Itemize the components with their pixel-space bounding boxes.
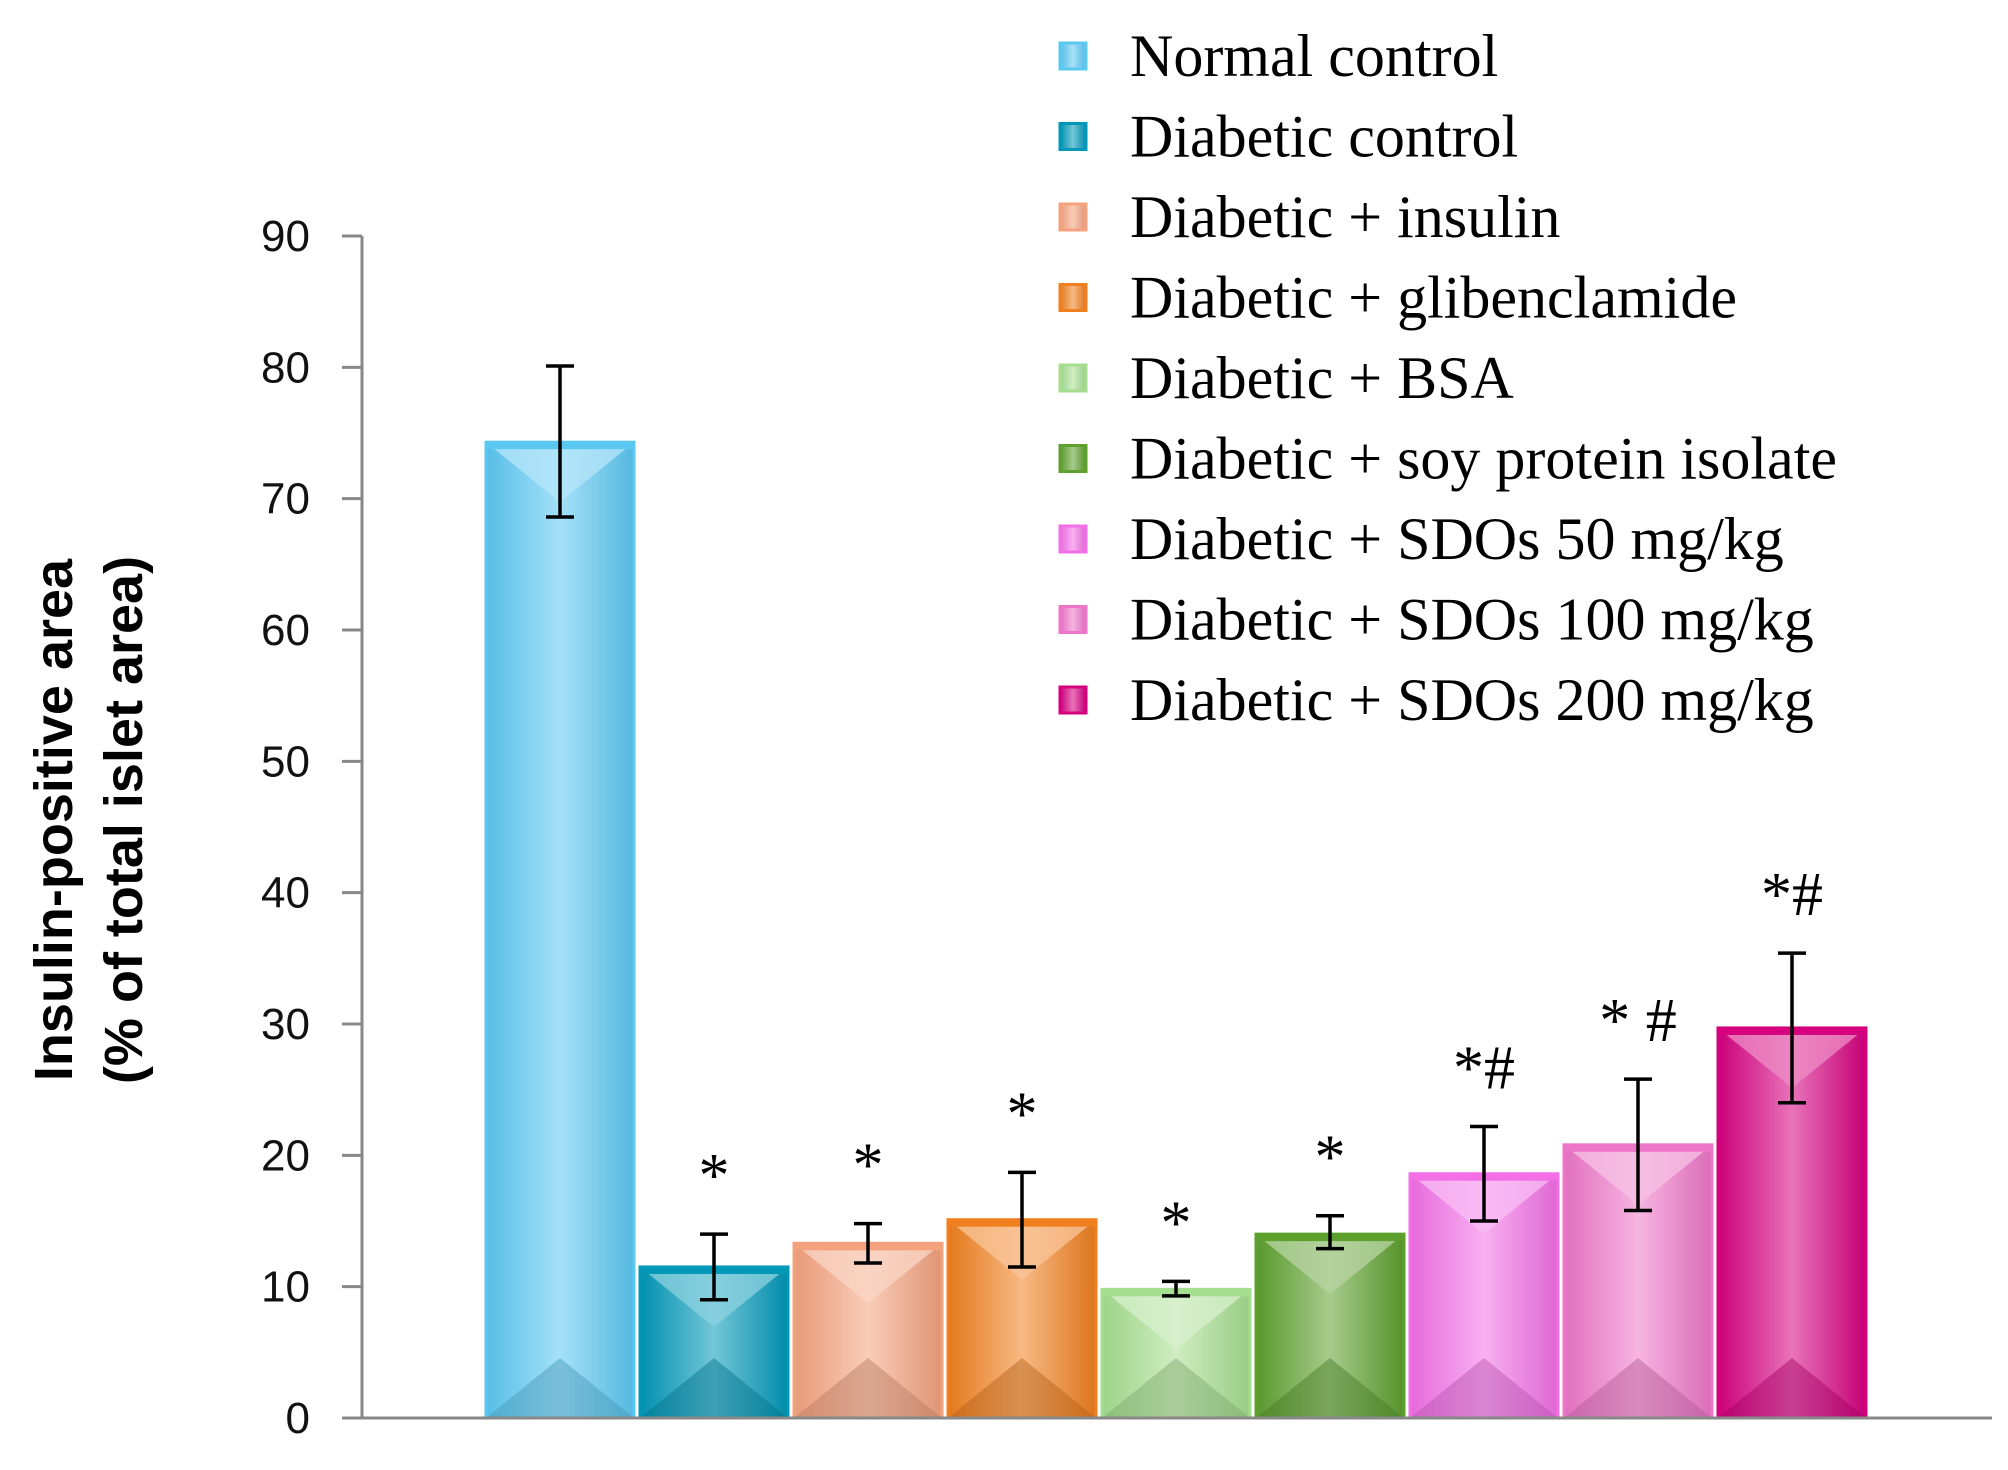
bar-bevel-shadow xyxy=(1564,1358,1712,1418)
legend-swatch xyxy=(1058,202,1088,232)
significance-label: *# xyxy=(1761,861,1823,929)
legend-label: Diabetic + BSA xyxy=(1130,345,1514,411)
significance-label: *# xyxy=(1453,1034,1515,1102)
legend-swatch xyxy=(1058,605,1088,634)
legend-label: Diabetic control xyxy=(1130,104,1518,170)
y-tick-label: 90 xyxy=(261,212,310,261)
y-tick-label: 30 xyxy=(261,1000,310,1049)
legend-label: Diabetic + SDOs 100 mg/kg xyxy=(1130,587,1814,653)
significance-annotations: * * * * * *# * # *# xyxy=(699,861,1824,1257)
bar-bevel-shadow xyxy=(640,1358,788,1418)
legend-swatch xyxy=(1058,524,1088,554)
y-tick-label: 80 xyxy=(261,343,310,392)
legend-label: Diabetic + glibenclamide xyxy=(1130,265,1737,331)
legend-swatch xyxy=(1058,283,1088,312)
legend-label: Diabetic + soy protein isolate xyxy=(1130,426,1837,492)
legend-label: Diabetic + SDOs 200 mg/kg xyxy=(1130,667,1814,733)
bar-bevel-shadow xyxy=(1410,1358,1558,1418)
bar-bevel-shadow xyxy=(794,1358,942,1418)
bar-bevel-highlight xyxy=(1102,1289,1250,1350)
legend-label: Diabetic + SDOs 50 mg/kg xyxy=(1130,506,1784,572)
legend-label: Diabetic + insulin xyxy=(1130,184,1560,250)
significance-label: * xyxy=(1161,1189,1192,1257)
legend-swatch xyxy=(1058,685,1088,715)
y-tick-label: 40 xyxy=(261,869,310,918)
legend-label: Normal control xyxy=(1130,23,1498,89)
y-axis-title-line1: Insulin-positive area xyxy=(24,558,84,1081)
y-tick-label: 60 xyxy=(261,606,310,655)
bar-bevel-shadow xyxy=(948,1358,1096,1418)
bar-bevel-highlight xyxy=(1256,1234,1404,1295)
legend-swatch xyxy=(1058,122,1088,151)
y-tick-label: 50 xyxy=(261,737,310,786)
legend: Normal control Diabetic control Diabetic +… xyxy=(1058,23,1837,733)
legend-swatch xyxy=(1058,41,1088,71)
bar-bevel-shadow xyxy=(1718,1358,1866,1418)
y-tick-label: 0 xyxy=(286,1394,310,1443)
bar-bevel-highlight xyxy=(794,1243,942,1304)
y-tick-label: 20 xyxy=(261,1131,310,1180)
significance-label: * xyxy=(1315,1124,1346,1192)
y-axis-title-line2: (% of total islet area) xyxy=(94,556,154,1084)
legend-swatch xyxy=(1058,444,1088,473)
significance-label: * # xyxy=(1599,987,1677,1055)
legend-swatch xyxy=(1058,363,1088,393)
bar-bevel-shadow xyxy=(1102,1358,1250,1418)
y-tick-label: 10 xyxy=(261,1263,310,1312)
significance-label: * xyxy=(699,1142,730,1210)
significance-label: * xyxy=(853,1132,884,1200)
error-bars-group xyxy=(546,364,1806,1302)
bar-bevel-shadow xyxy=(1256,1358,1404,1418)
bar-bevel-shadow xyxy=(486,1358,634,1418)
y-axis: 0 10 20 30 40 50 60 70 80 90 xyxy=(261,212,364,1443)
bar xyxy=(486,442,634,1418)
significance-label: * xyxy=(1007,1080,1038,1148)
y-tick-label: 70 xyxy=(261,475,310,524)
